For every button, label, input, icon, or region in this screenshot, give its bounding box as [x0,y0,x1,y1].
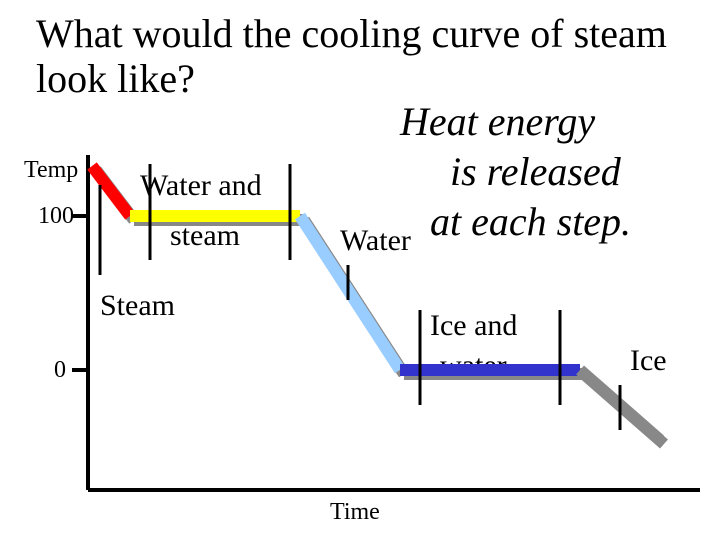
cooling-curve-chart [0,0,720,540]
water-segment [300,216,400,370]
slide-root: What would the cooling curve of steam lo… [0,0,720,540]
steam-segment [92,166,130,216]
